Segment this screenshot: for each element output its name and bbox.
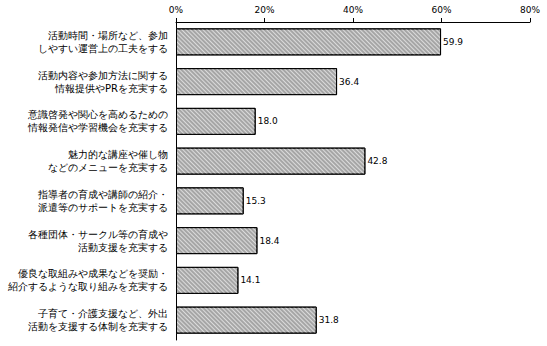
svg-text:活動支援を充実する: 活動支援を充実する [78, 242, 168, 253]
svg-text:派遣等のサポートを充実する: 派遣等のサポートを充実する [38, 202, 168, 213]
svg-text:活動内容や参加方法に関する: 活動内容や参加方法に関する [38, 70, 168, 81]
svg-text:36.4: 36.4 [339, 77, 359, 87]
svg-text:42.8: 42.8 [367, 156, 387, 166]
svg-text:情報発信や学習機会を充実する: 情報発信や学習機会を充実する [27, 122, 168, 133]
svg-text:31.8: 31.8 [319, 315, 339, 325]
svg-text:紹介するような取り組みを充実する: 紹介するような取り組みを充実する [7, 281, 168, 292]
svg-text:20%: 20% [254, 5, 274, 15]
svg-text:59.9: 59.9 [443, 37, 463, 47]
svg-text:魅力的な講座や催し物: 魅力的な講座や催し物 [68, 149, 168, 160]
svg-text:優良な取組みや成果などを奨励・: 優良な取組みや成果などを奨励・ [18, 268, 168, 279]
svg-text:15.3: 15.3 [246, 196, 266, 206]
svg-text:各種団体・サークル等の育成や: 各種団体・サークル等の育成や [28, 229, 168, 240]
svg-text:18.4: 18.4 [259, 236, 279, 246]
svg-text:活動時間・場所など、参加: 活動時間・場所など、参加 [48, 30, 168, 41]
svg-text:0%: 0% [169, 5, 184, 15]
svg-text:指導者の育成や講師の紹介・: 指導者の育成や講師の紹介・ [37, 189, 168, 200]
svg-text:40%: 40% [343, 5, 363, 15]
svg-text:意識啓発や関心を高めるための: 意識啓発や関心を高めるための [27, 109, 168, 120]
svg-text:18.0: 18.0 [258, 116, 278, 126]
svg-text:などのメニューを充実する: などのメニューを充実する [48, 162, 168, 173]
svg-text:活動を支援する体制を充実する: 活動を支援する体制を充実する [28, 321, 168, 332]
svg-text:しやすい運営上の工夫をする: しやすい運営上の工夫をする [38, 43, 168, 54]
svg-text:80%: 80% [520, 5, 540, 15]
svg-text:子育て・介護支援など、外出: 子育て・介護支援など、外出 [38, 308, 168, 319]
svg-text:60%: 60% [431, 5, 451, 15]
svg-text:14.1: 14.1 [240, 275, 260, 285]
svg-text:情報提供やPRを充実する: 情報提供やPRを充実する [54, 83, 168, 94]
